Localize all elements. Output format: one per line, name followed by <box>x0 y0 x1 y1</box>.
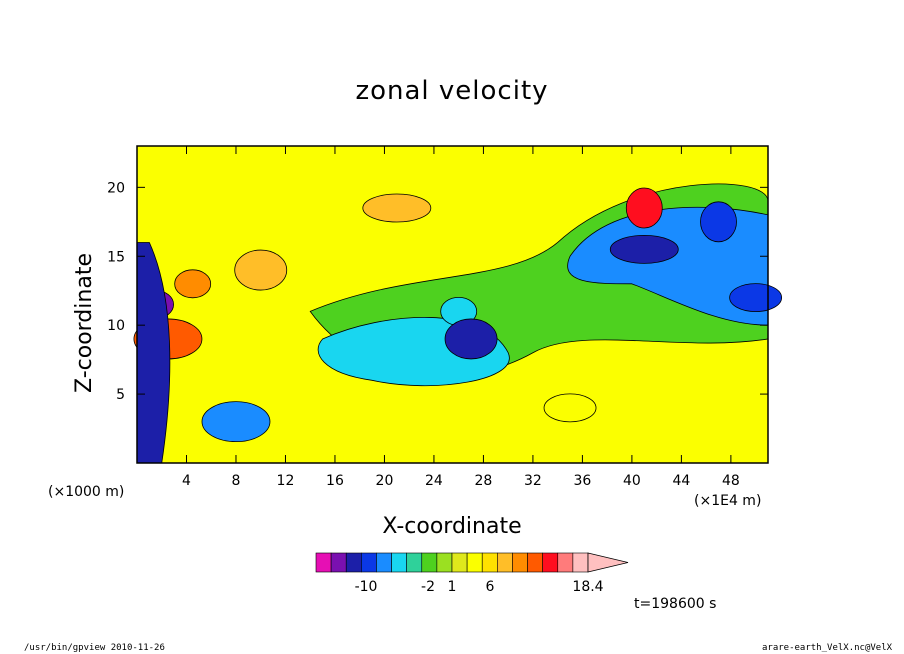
colorbar-swatch <box>512 552 528 573</box>
x-tick-label: 16 <box>326 473 344 489</box>
colorbar-swatch <box>572 552 589 573</box>
colorbar-swatch <box>466 552 483 573</box>
y-unit-label: (×1000 m) <box>48 484 125 500</box>
colorbar-swatch <box>557 552 574 573</box>
x-tick-label: 8 <box>232 473 241 489</box>
contour-blob <box>444 318 498 360</box>
colorbar-swatch <box>542 552 559 573</box>
x-tick-label: 28 <box>475 473 493 489</box>
colorbar-label: 18.4 <box>572 579 603 595</box>
colorbar-swatch <box>451 552 468 573</box>
plot-frame <box>136 145 769 464</box>
colorbar-swatch <box>481 552 498 573</box>
x-tick-label: 32 <box>524 473 542 489</box>
contour-blob <box>201 401 271 443</box>
colorbar-swatch <box>391 552 407 573</box>
colorbar-swatch <box>497 552 513 573</box>
contour-blob <box>362 193 432 223</box>
colorbar-swatch <box>406 552 423 573</box>
colorbar-swatch <box>345 552 362 573</box>
colorbar-swatch <box>315 552 332 573</box>
colorbar-label: 6 <box>486 579 495 595</box>
x-axis-label: X-coordinate <box>382 514 522 539</box>
colorbar-swatch <box>436 552 453 573</box>
contour-blob <box>234 249 288 291</box>
colorbar-label: -10 <box>355 579 378 595</box>
x-tick-label: 20 <box>376 473 394 489</box>
time-label: t=198600 s <box>634 596 717 612</box>
x-tick-label: 40 <box>623 473 641 489</box>
colorbar-label: 1 <box>448 579 457 595</box>
y-axis-label: Z-coordinate <box>72 253 97 393</box>
contour-blob <box>609 234 679 264</box>
x-tick-label: 44 <box>672 473 690 489</box>
colorbar-swatch <box>376 552 392 573</box>
colorbar-swatch <box>361 552 377 573</box>
colorbar-swatch <box>330 552 347 573</box>
contour-blob <box>700 201 737 243</box>
x-tick-label: 12 <box>277 473 295 489</box>
x-tick-label: 48 <box>722 473 740 489</box>
contour-left-edge <box>136 242 171 464</box>
contour-blob <box>729 283 783 313</box>
colorbar-swatch <box>527 552 543 573</box>
y-tick-label: 10 <box>107 318 125 334</box>
colorbar-swatch <box>421 552 438 573</box>
x-tick-label: 4 <box>182 473 191 489</box>
y-tick-label: 15 <box>107 249 125 265</box>
colorbar-arrow <box>587 552 629 573</box>
colorbar-label: -2 <box>421 579 435 595</box>
y-tick-label: 20 <box>107 180 125 196</box>
chart-title: zonal velocity <box>355 76 549 106</box>
x-tick-label: 24 <box>425 473 443 489</box>
footer-left: /usr/bin/gpview 2010-11-26 <box>24 643 165 653</box>
contour-blob <box>543 393 597 423</box>
contour-blob <box>174 269 212 299</box>
x-tick-label: 36 <box>573 473 591 489</box>
contour-blob <box>625 187 663 229</box>
x-unit-label: (×1E4 m) <box>694 493 762 509</box>
footer-right: arare-earth_VelX.nc@VelX <box>762 643 893 653</box>
y-tick-label: 5 <box>116 387 125 403</box>
